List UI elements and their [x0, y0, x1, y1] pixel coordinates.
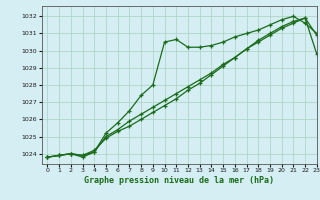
X-axis label: Graphe pression niveau de la mer (hPa): Graphe pression niveau de la mer (hPa)	[84, 176, 274, 185]
